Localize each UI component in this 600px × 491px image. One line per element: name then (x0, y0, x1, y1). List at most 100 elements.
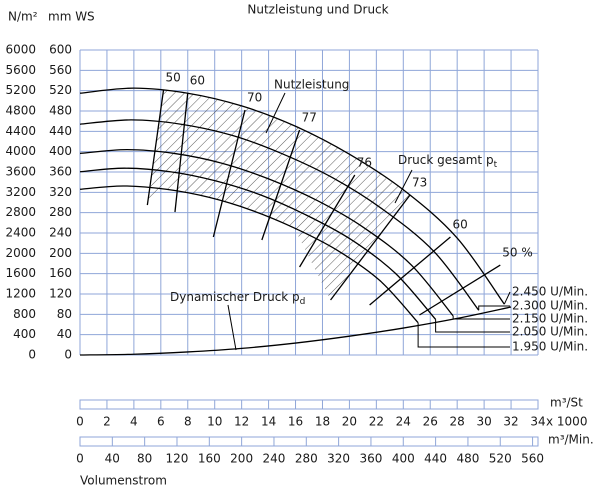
speed-label: 2.300 U/Min. (512, 299, 588, 313)
hatch-region (147, 90, 411, 300)
y-tick-label: 2800 (5, 205, 36, 219)
pressure-curve (79, 185, 419, 324)
y-tick-label: 4400 (5, 124, 36, 138)
x-tick-label: 2 (103, 415, 111, 429)
x-tick-label: 0 (76, 415, 84, 429)
speed-label: 2.150 U/Min. (512, 312, 588, 326)
y2-axis-label: mm WS (48, 10, 95, 24)
x-tick-label: 14 (261, 415, 276, 429)
total-label-sub: t (494, 160, 498, 170)
x2-tick-label: 200 (230, 452, 253, 466)
x-tick-label: 32 (503, 415, 518, 429)
x-unit: m³/St (550, 396, 583, 410)
y-tick-label: 3600 (5, 165, 36, 179)
y2-tick-label: 200 (49, 246, 72, 260)
y2-tick-label: 240 (49, 226, 72, 240)
efficiency-line (299, 174, 356, 268)
leader-line (478, 305, 510, 311)
x2-tick-label: 120 (166, 452, 189, 466)
y-tick-label: 1200 (5, 287, 36, 301)
x-tick-label: 4 (130, 415, 138, 429)
y2-tick-label: 80 (57, 307, 72, 321)
pointer-line (227, 304, 237, 351)
power-label: Nutzleistung (274, 78, 349, 92)
pressure-curve (79, 87, 505, 305)
efficiency-line (261, 129, 301, 241)
efficiency-label: 73 (412, 175, 427, 189)
x2-tick-label: 520 (489, 452, 512, 466)
leader-line (435, 319, 510, 333)
x-tick-label: 16 (288, 415, 303, 429)
x2-tick-label: 80 (137, 452, 152, 466)
y2-tick-label: 560 (49, 63, 72, 77)
y2-tick-label: 440 (49, 124, 72, 138)
dynamic-curve (79, 306, 512, 356)
x-tick-label: 10 (207, 415, 222, 429)
efficiency-line (146, 89, 165, 206)
x-tick-label: 28 (450, 415, 465, 429)
efficiency-line (419, 264, 501, 316)
y2-tick-label: 520 (49, 83, 72, 97)
y-tick-label: 2400 (5, 226, 36, 240)
x2-tick-label: 40 (105, 452, 120, 466)
y2-tick-label: 40 (57, 327, 72, 341)
y-tick-label: 0 (28, 348, 36, 362)
x2-tick-label: 0 (76, 452, 84, 466)
y-tick-label: 800 (13, 307, 36, 321)
x2-tick-label: 320 (327, 452, 350, 466)
total-label-text: Druck gesamt p (398, 153, 494, 167)
y-tick-label: 1600 (5, 266, 36, 280)
x-title: Volumenstrom (80, 474, 167, 488)
leader-line (503, 291, 511, 305)
y2-tick-label: 600 (49, 43, 72, 57)
pointer-line (265, 92, 286, 134)
x-tick-label: 8 (184, 415, 192, 429)
y-tick-label: 4800 (5, 104, 36, 118)
x2-unit: m³/Min. (548, 433, 594, 447)
efficiency-label: 60 (190, 74, 205, 88)
x2-tick-label: 560 (521, 452, 544, 466)
efficiency-label: 76 (357, 155, 372, 169)
y-tick-label: 5600 (5, 63, 36, 77)
y-tick-label: 4000 (5, 144, 36, 158)
x-tick-label: 20 (342, 415, 357, 429)
total-label: Druck gesamt pt (398, 153, 498, 170)
efficiency-label: 70 (247, 90, 262, 104)
pressure-curve (79, 119, 480, 311)
speed-label: 2.050 U/Min. (512, 325, 588, 339)
efficiency-line (174, 92, 189, 213)
x2-tick-label: 400 (392, 452, 415, 466)
speed-label: 2.450 U/Min. (512, 285, 588, 299)
y2-tick-label: 360 (49, 165, 72, 179)
x-scale-bar (79, 399, 539, 410)
x2-scale-bar (79, 436, 539, 447)
x2-tick-label: 240 (263, 452, 286, 466)
dynamic-label-sub: d (300, 297, 306, 307)
x-tick-label: 30 (476, 415, 491, 429)
x-tick-label: 12 (234, 415, 249, 429)
chart-title: Nutzleistung und Druck (247, 3, 388, 17)
y-tick-label: 5200 (5, 83, 36, 97)
pressure-curve (79, 148, 454, 317)
speed-label: 1.950 U/Min. (512, 340, 588, 354)
y2-tick-label: 0 (64, 348, 72, 362)
dynamic-label: Dynamischer Druck pd (170, 290, 305, 307)
y2-tick-label: 480 (49, 104, 72, 118)
efficiency-line (330, 194, 411, 301)
pressure-curve (79, 167, 437, 320)
efficiency-line (369, 236, 451, 306)
x-tick-label: 6 (157, 415, 165, 429)
y-tick-label: 6000 (5, 43, 36, 57)
x-factor: x 1000 (546, 415, 587, 429)
efficiency-line (212, 109, 246, 238)
x-tick-label: 18 (315, 415, 330, 429)
x-tick-label: 22 (369, 415, 384, 429)
y2-tick-label: 120 (49, 287, 72, 301)
pointer-line (394, 169, 413, 204)
efficiency-label: 50 (166, 71, 181, 85)
x2-tick-label: 160 (198, 452, 221, 466)
y-tick-label: 3200 (5, 185, 36, 199)
efficiency-label: 77 (302, 111, 317, 125)
y-axis-label: N/m² (8, 10, 38, 24)
